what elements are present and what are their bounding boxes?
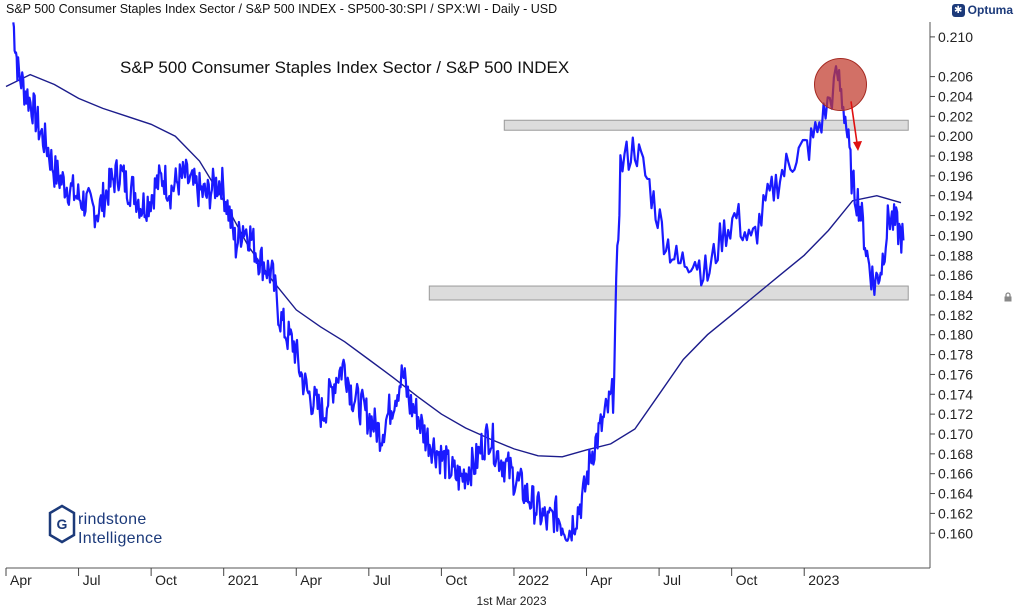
y-tick-label-12: 0.184 bbox=[938, 287, 973, 303]
y-tick-label-9: 0.178 bbox=[938, 347, 973, 363]
x-tick-label-8: Apr bbox=[591, 572, 613, 588]
footer-date: 1st Mar 2023 bbox=[476, 594, 547, 608]
y-tick-label-16: 0.192 bbox=[938, 208, 973, 224]
y-tick-label-14: 0.188 bbox=[938, 247, 973, 263]
x-tick-label-7: 2022 bbox=[518, 572, 549, 588]
chart-title: S&P 500 Consumer Staples Index Sector / … bbox=[120, 58, 569, 77]
x-tick-label-5: Jul bbox=[373, 572, 391, 588]
chart-header-title: S&P 500 Consumer Staples Index Sector / … bbox=[6, 2, 558, 16]
peak-highlight-circle bbox=[814, 58, 868, 112]
x-tick-label-1: Jul bbox=[83, 572, 101, 588]
y-tick-label-21: 0.202 bbox=[938, 108, 973, 124]
y-tick-label-15: 0.190 bbox=[938, 227, 973, 243]
resistance-band bbox=[503, 119, 909, 131]
x-tick-label-9: Jul bbox=[663, 572, 681, 588]
support-band bbox=[428, 285, 909, 301]
y-tick-label-7: 0.174 bbox=[938, 386, 973, 402]
down-arrow-head bbox=[853, 141, 863, 152]
grindstone-logo: G rindstone Intelligence bbox=[48, 504, 208, 554]
y-tick-label-0: 0.160 bbox=[938, 525, 973, 541]
logo-line1: rindstone bbox=[78, 511, 147, 528]
x-tick-label-3: 2021 bbox=[228, 572, 259, 588]
y-tick-label-5: 0.170 bbox=[938, 426, 973, 442]
x-tick-label-2: Oct bbox=[155, 572, 177, 588]
x-tick-label-6: Oct bbox=[445, 572, 467, 588]
y-tick-label-8: 0.176 bbox=[938, 366, 973, 382]
logo-line2: Intelligence bbox=[78, 530, 163, 547]
x-tick-label-0: Apr bbox=[10, 572, 32, 588]
y-tick-label-18: 0.196 bbox=[938, 168, 973, 184]
down-arrow-shaft bbox=[850, 101, 858, 144]
y-tick-label-10: 0.180 bbox=[938, 327, 973, 343]
y-tick-label-13: 0.186 bbox=[938, 267, 973, 283]
optuma-logo-icon: ✱ bbox=[951, 3, 965, 17]
x-tick-label-10: Oct bbox=[736, 572, 758, 588]
x-tick-label-11: 2023 bbox=[808, 572, 839, 588]
y-tick-label-23: 0.206 bbox=[938, 69, 973, 85]
ratio-line bbox=[12, 22, 905, 542]
brand-text: Optuma bbox=[967, 3, 1013, 17]
grindstone-hex-icon: G bbox=[48, 504, 76, 544]
y-tick-label-22: 0.204 bbox=[938, 88, 973, 104]
logo-letter: G bbox=[57, 516, 68, 532]
x-tick-label-4: Apr bbox=[300, 572, 322, 588]
y-tick-label-11: 0.182 bbox=[938, 307, 973, 323]
y-tick-label-19: 0.198 bbox=[938, 148, 973, 164]
y-tick-label-20: 0.200 bbox=[938, 128, 973, 144]
logo-text: rindstone Intelligence bbox=[78, 510, 163, 548]
y-tick-label-3: 0.166 bbox=[938, 466, 973, 482]
y-tick-label-17: 0.194 bbox=[938, 188, 973, 204]
y-tick-label-2: 0.164 bbox=[938, 486, 973, 502]
moving-average-line bbox=[5, 73, 902, 458]
y-tick-label-4: 0.168 bbox=[938, 446, 973, 462]
y-tick-label-1: 0.162 bbox=[938, 505, 973, 521]
brand-label: ✱ Optuma bbox=[951, 3, 1013, 17]
y-tick-label-24: 0.210 bbox=[938, 29, 973, 45]
y-tick-label-6: 0.172 bbox=[938, 406, 973, 422]
lock-icon[interactable] bbox=[1003, 292, 1013, 302]
